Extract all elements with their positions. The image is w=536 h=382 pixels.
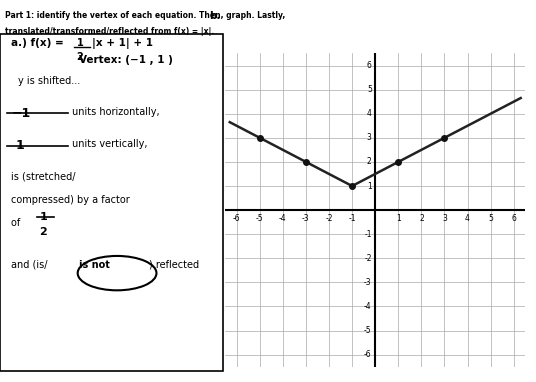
- Text: 1: 1: [77, 38, 83, 48]
- Text: 1: 1: [40, 212, 47, 222]
- Text: b.: b.: [209, 11, 221, 21]
- Text: -2: -2: [364, 254, 372, 263]
- Text: ) reflected: ) reflected: [148, 260, 199, 270]
- Text: 5: 5: [488, 214, 493, 223]
- Text: -6: -6: [233, 214, 241, 223]
- Text: y is shifted...: y is shifted...: [18, 76, 80, 86]
- Text: Part 1: identify the vertex of each equation. Then, graph. Lastly,: Part 1: identify the vertex of each equa…: [4, 11, 285, 21]
- Text: 2: 2: [419, 214, 424, 223]
- Text: is not: is not: [79, 260, 110, 270]
- FancyBboxPatch shape: [0, 34, 223, 371]
- Text: 1: 1: [367, 181, 372, 191]
- Text: units horizontally,: units horizontally,: [72, 107, 160, 117]
- Text: 2: 2: [367, 157, 372, 167]
- Text: compressed) by a factor: compressed) by a factor: [11, 195, 130, 205]
- Text: 1: 1: [396, 214, 401, 223]
- Text: 3: 3: [367, 133, 372, 142]
- Text: -1: -1: [348, 214, 356, 223]
- Text: −1: −1: [11, 107, 31, 120]
- Text: 3: 3: [442, 214, 447, 223]
- Text: of: of: [11, 218, 24, 228]
- Text: -4: -4: [279, 214, 287, 223]
- Text: 1: 1: [16, 139, 25, 152]
- Text: translated/transformed/reflected from f(x) = |x|.: translated/transformed/reflected from f(…: [4, 27, 214, 36]
- Text: units vertically,: units vertically,: [72, 139, 147, 149]
- Text: -5: -5: [364, 326, 372, 335]
- Text: -4: -4: [364, 302, 372, 311]
- Text: is (stretched/: is (stretched/: [11, 172, 76, 182]
- Text: 4: 4: [367, 109, 372, 118]
- Text: 6: 6: [367, 61, 372, 70]
- Text: 4: 4: [465, 214, 470, 223]
- Text: -2: -2: [325, 214, 333, 223]
- Text: -6: -6: [364, 350, 372, 359]
- Text: a.) f(x) =: a.) f(x) =: [11, 38, 68, 48]
- Text: -5: -5: [256, 214, 264, 223]
- Text: |x + 1| + 1: |x + 1| + 1: [92, 38, 153, 49]
- Text: 2: 2: [77, 52, 83, 62]
- Text: Vertex: (−1 , 1 ): Vertex: (−1 , 1 ): [79, 55, 173, 65]
- Text: and (is/: and (is/: [11, 260, 48, 270]
- Text: 5: 5: [367, 85, 372, 94]
- Text: -3: -3: [302, 214, 310, 223]
- Text: 6: 6: [511, 214, 516, 223]
- Text: -3: -3: [364, 278, 372, 287]
- Text: 2: 2: [40, 227, 47, 237]
- Text: -1: -1: [364, 230, 372, 239]
